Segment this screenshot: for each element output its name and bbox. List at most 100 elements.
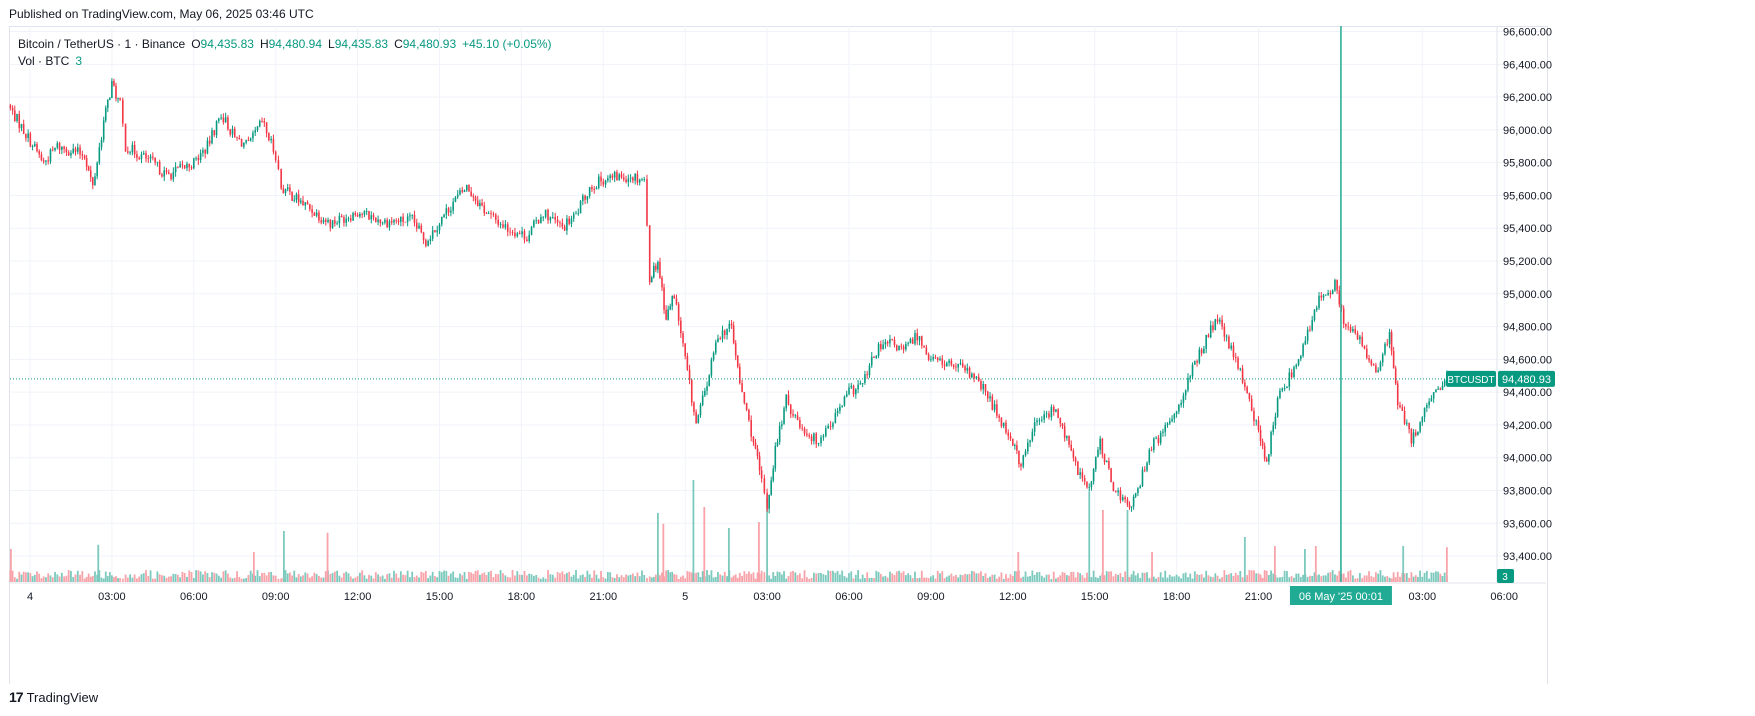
volume-bar [1437, 571, 1440, 582]
y-tick-label: 95,800.00 [1503, 158, 1552, 170]
candle-body [1139, 486, 1141, 489]
candle-body [386, 219, 388, 228]
candle-body [909, 338, 912, 344]
candle-body [1036, 420, 1038, 423]
candle-body [799, 420, 801, 428]
candle-body [352, 213, 354, 221]
tradingview-logo[interactable]: 17 TradingView [9, 689, 98, 705]
candle-body [1327, 292, 1329, 295]
candle-body [83, 155, 86, 159]
candle-body [340, 215, 343, 218]
candle-body [365, 211, 368, 212]
volume-bar [982, 576, 985, 582]
volume-bar [377, 574, 379, 582]
volume-bar [1370, 576, 1373, 582]
candle-body [884, 341, 887, 345]
candle-body [1128, 504, 1131, 508]
volume-bar [165, 577, 168, 582]
volume-bar [60, 572, 63, 582]
candle-body [254, 130, 257, 133]
candle-body [18, 114, 21, 129]
candle-body [1410, 429, 1413, 444]
candle-body [1000, 417, 1003, 427]
volume-bar [1234, 572, 1237, 582]
candle-body [145, 153, 147, 159]
candle-body [190, 167, 193, 169]
candle-body [680, 320, 682, 334]
volume-bar [1184, 572, 1187, 582]
volume-bar [1311, 576, 1314, 582]
volume-bar [730, 577, 733, 582]
candle-body [388, 221, 391, 228]
candle-body [14, 110, 16, 121]
volume-bar [22, 571, 25, 582]
candle-body [600, 176, 602, 182]
volume-bar [975, 573, 978, 582]
candle-body [1368, 358, 1370, 361]
candle-body [459, 190, 461, 195]
volume-bar [102, 578, 105, 582]
candle-body [848, 387, 850, 395]
volume-bar [1191, 578, 1194, 582]
candle-body [1105, 460, 1108, 463]
volume-bar [240, 578, 243, 582]
candle-body [657, 261, 659, 270]
volume-bar [195, 570, 197, 582]
volume-bar [638, 576, 641, 582]
y-tick-label: 93,400.00 [1503, 551, 1552, 563]
volume-label[interactable]: Vol · BTC [18, 54, 70, 68]
volume-bar [431, 571, 434, 582]
volume-bar [902, 571, 905, 582]
candle-body [51, 149, 54, 151]
volume-bar [577, 578, 580, 582]
candle-body [220, 117, 222, 119]
candle-body [361, 213, 363, 215]
candle-body [930, 359, 932, 361]
candle-body [420, 225, 423, 233]
candle-body [256, 126, 259, 131]
candle-body [165, 170, 168, 173]
symbol-title[interactable]: Bitcoin / TetherUS · 1 · Binance [18, 37, 186, 51]
last-price-label: 94,480.93 [1502, 374, 1551, 386]
volume-bar [483, 572, 486, 582]
volume-bar [770, 578, 773, 582]
volume-bar [839, 574, 841, 582]
volume-bar [741, 575, 743, 582]
candle-body [472, 196, 475, 198]
volume-bar [186, 576, 188, 582]
candle-body [122, 99, 124, 124]
candle-body [1092, 469, 1095, 482]
candle-body [215, 120, 218, 136]
volume-bar [27, 572, 30, 582]
volume-bar [627, 575, 630, 582]
volume-bar [1151, 552, 1153, 582]
volume-bar [97, 544, 100, 582]
volume-bar [1402, 546, 1405, 582]
volume-bar [734, 574, 737, 582]
x-tick-label: 5 [682, 591, 688, 603]
volume-bar [233, 577, 236, 582]
candle-body [859, 383, 862, 385]
candle-body [445, 208, 448, 215]
volume-bars [9, 480, 1448, 582]
volume-bar [1372, 577, 1375, 582]
candle-body [728, 323, 731, 329]
volume-bar [1344, 577, 1347, 582]
candle-body [1121, 497, 1124, 501]
volume-bar [774, 575, 777, 582]
open-label: O [191, 37, 201, 51]
volume-bar [111, 575, 113, 582]
candle-body [864, 374, 866, 384]
chart-legend: Bitcoin / TetherUS · 1 · Binance O94,435.… [18, 36, 552, 70]
volume-bar [231, 578, 234, 582]
volume-bar [575, 570, 577, 582]
volume-bar [1342, 573, 1345, 582]
candle-body [717, 338, 719, 343]
volume-bar [217, 575, 220, 582]
volume-bar [79, 574, 81, 582]
volume-bar [1290, 576, 1293, 582]
candle-body [1143, 469, 1146, 471]
volume-bar [568, 571, 571, 582]
candle-body [181, 164, 184, 166]
